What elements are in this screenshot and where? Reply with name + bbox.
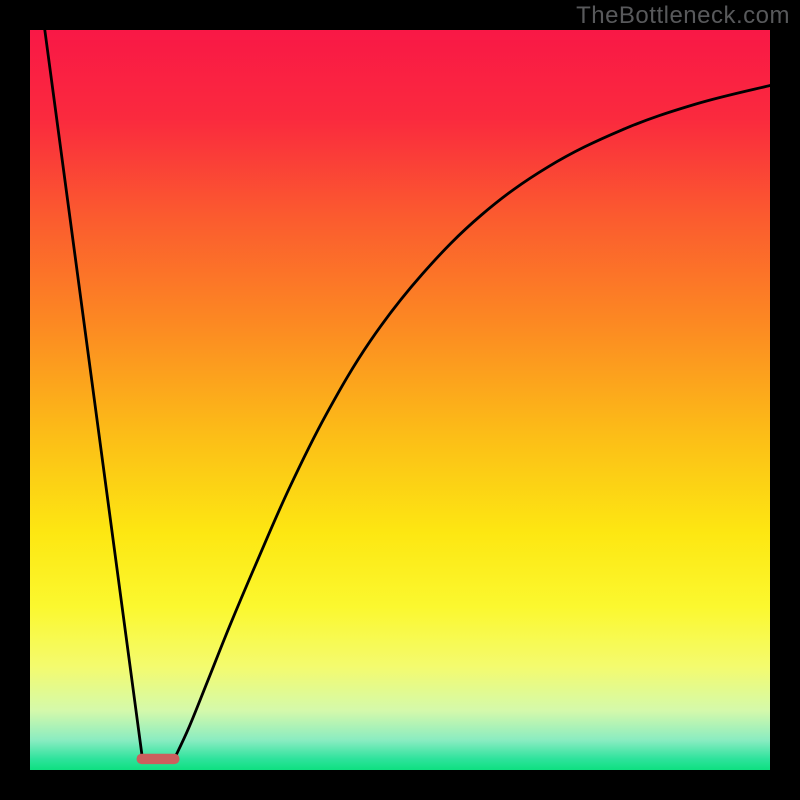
watermark-text: TheBottleneck.com [576, 2, 790, 30]
bottleneck-pill-marker [137, 754, 180, 764]
plot-background [30, 30, 770, 770]
bottleneck-chart [0, 0, 800, 800]
